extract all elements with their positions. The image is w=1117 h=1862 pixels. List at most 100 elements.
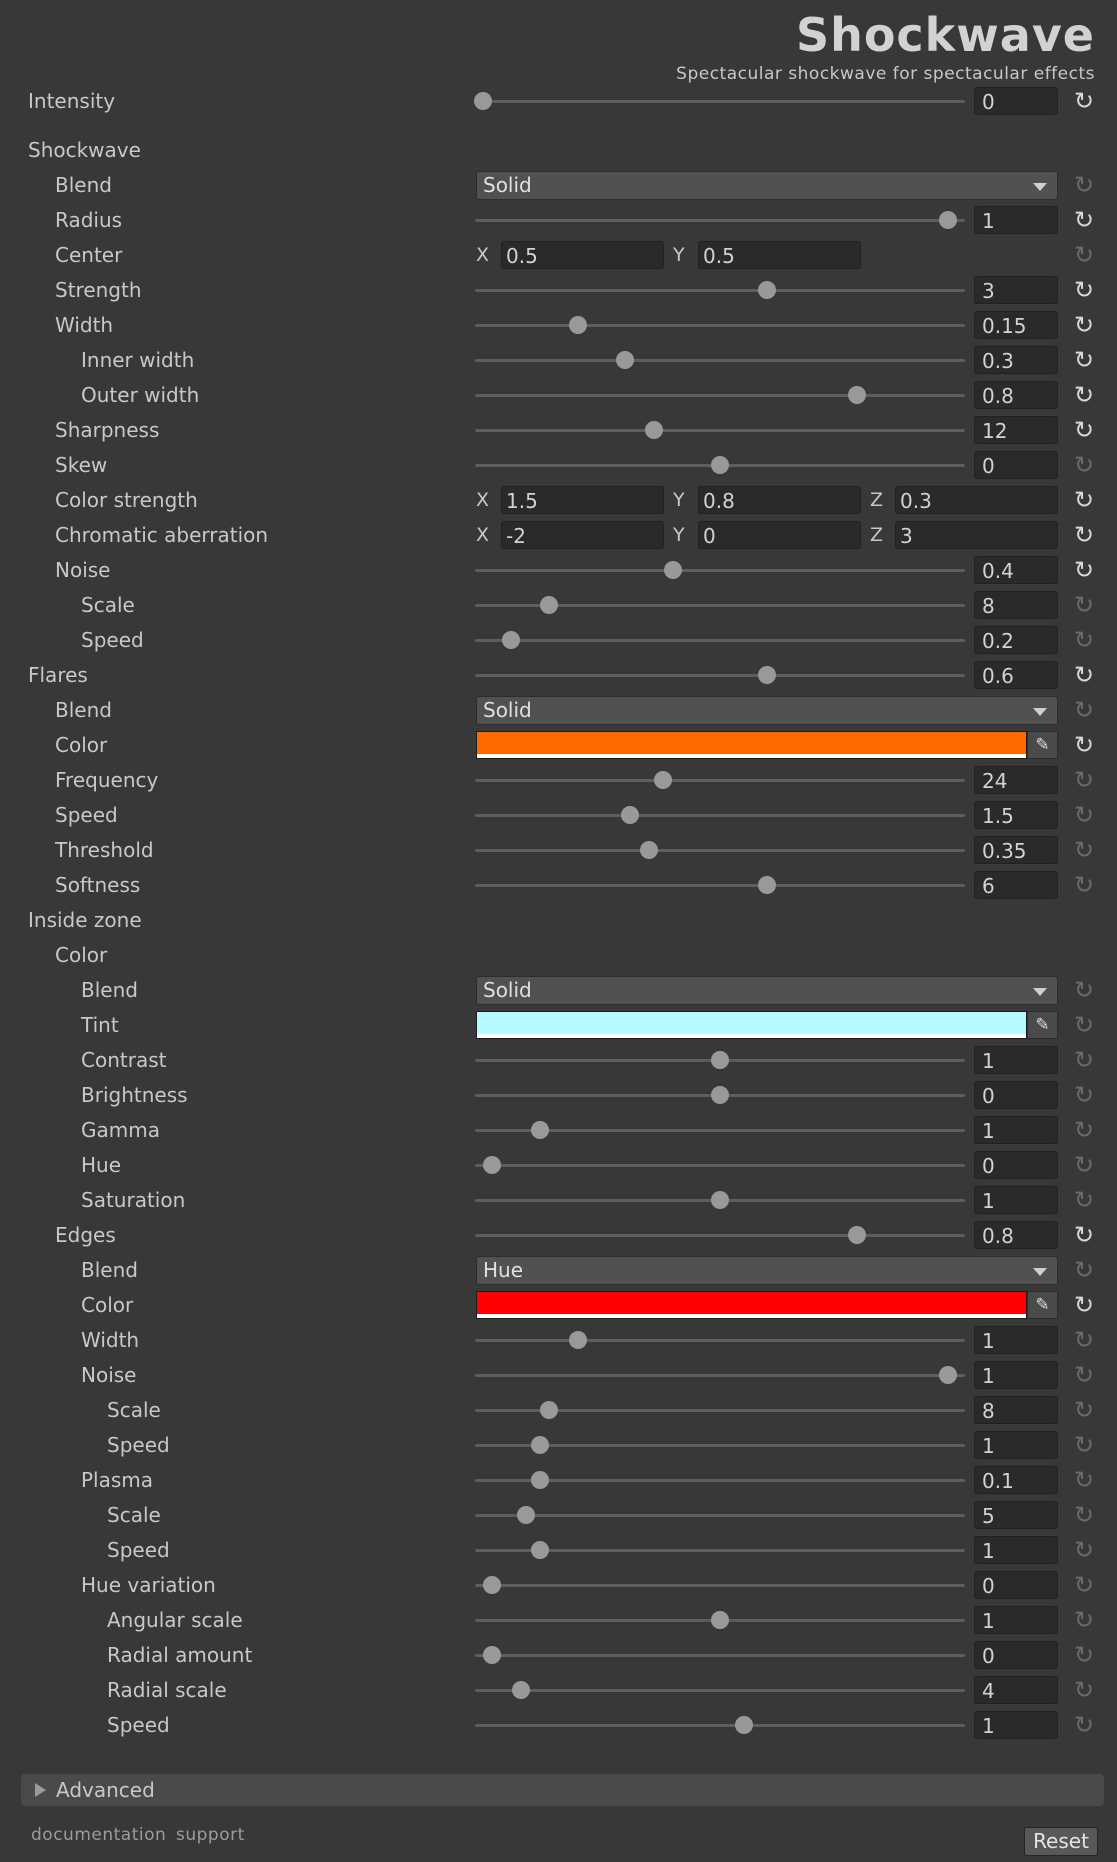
center-x-field[interactable]: 0.5 bbox=[501, 241, 664, 269]
slider-track[interactable] bbox=[475, 1444, 965, 1447]
reset-value-icon[interactable]: ↻ bbox=[1073, 1501, 1095, 1529]
slider-thumb[interactable] bbox=[644, 421, 663, 439]
slider-thumb[interactable] bbox=[540, 596, 559, 614]
slider-thumb[interactable] bbox=[516, 1506, 535, 1524]
width-slider[interactable] bbox=[475, 308, 965, 343]
speed-value-field[interactable]: 1 bbox=[974, 1711, 1058, 1739]
reset-value-icon[interactable]: ↻ bbox=[1073, 661, 1095, 689]
color-color-field[interactable] bbox=[476, 731, 1027, 759]
flares-value-field[interactable]: 0.6 bbox=[974, 661, 1058, 689]
reset-value-icon[interactable]: ↻ bbox=[1073, 836, 1095, 864]
chromatic-aberration-z-field[interactable]: 3 bbox=[895, 521, 1058, 549]
slider-thumb[interactable] bbox=[711, 1611, 729, 1629]
slider-track[interactable] bbox=[475, 1339, 965, 1342]
brightness-value-field[interactable]: 0 bbox=[974, 1081, 1058, 1109]
reset-value-icon[interactable]: ↻ bbox=[1073, 1396, 1095, 1424]
blend-dropdown[interactable]: Hue bbox=[476, 1256, 1058, 1285]
gamma-slider[interactable] bbox=[475, 1113, 965, 1148]
noise-slider[interactable] bbox=[475, 1358, 965, 1393]
slider-track[interactable] bbox=[475, 1549, 965, 1552]
reset-value-icon[interactable]: ↻ bbox=[1073, 591, 1095, 619]
color-strength-y-field[interactable]: 0.8 bbox=[698, 486, 861, 514]
radial-amount-value-field[interactable]: 0 bbox=[974, 1641, 1058, 1669]
slider-thumb[interactable] bbox=[483, 1576, 502, 1594]
reset-value-icon[interactable]: ↻ bbox=[1073, 801, 1095, 829]
speed-slider[interactable] bbox=[475, 798, 965, 833]
slider-track[interactable] bbox=[475, 324, 965, 327]
reset-value-icon[interactable]: ↻ bbox=[1073, 1431, 1095, 1459]
reset-value-icon[interactable]: ↻ bbox=[1073, 1151, 1095, 1179]
slider-thumb[interactable] bbox=[938, 1366, 957, 1384]
strength-slider[interactable] bbox=[475, 273, 965, 308]
reset-value-icon[interactable]: ↻ bbox=[1073, 696, 1095, 724]
reset-value-icon[interactable]: ↻ bbox=[1073, 1361, 1095, 1389]
reset-value-icon[interactable]: ↻ bbox=[1073, 871, 1095, 899]
slider-track[interactable] bbox=[475, 1724, 965, 1727]
inner-width-value-field[interactable]: 0.3 bbox=[974, 346, 1058, 374]
chromatic-aberration-x-field[interactable]: -2 bbox=[501, 521, 664, 549]
intensity-slider[interactable] bbox=[474, 84, 965, 119]
edges-slider[interactable] bbox=[475, 1218, 965, 1253]
noise-value-field[interactable]: 1 bbox=[974, 1361, 1058, 1389]
angular-scale-value-field[interactable]: 1 bbox=[974, 1606, 1058, 1634]
slider-track[interactable] bbox=[475, 394, 965, 397]
reset-value-icon[interactable]: ↻ bbox=[1073, 521, 1095, 549]
center-y-field[interactable]: 0.5 bbox=[698, 241, 861, 269]
slider-track[interactable] bbox=[475, 604, 965, 607]
reset-value-icon[interactable]: ↻ bbox=[1073, 976, 1095, 1004]
reset-value-icon[interactable]: ↻ bbox=[1073, 87, 1095, 115]
reset-value-icon[interactable]: ↻ bbox=[1073, 1606, 1095, 1634]
radial-scale-slider[interactable] bbox=[475, 1673, 965, 1708]
intensity-value-field[interactable]: 0 bbox=[974, 87, 1058, 115]
strength-value-field[interactable]: 3 bbox=[974, 276, 1058, 304]
reset-value-icon[interactable]: ↻ bbox=[1073, 311, 1095, 339]
width-value-field[interactable]: 0.15 bbox=[974, 311, 1058, 339]
scale-slider[interactable] bbox=[475, 1498, 965, 1533]
reset-value-icon[interactable]: ↻ bbox=[1073, 1326, 1095, 1354]
eyedropper-icon[interactable]: ✎ bbox=[1027, 731, 1058, 759]
angular-scale-slider[interactable] bbox=[475, 1603, 965, 1638]
color-color-field[interactable] bbox=[476, 1291, 1027, 1319]
reset-value-icon[interactable]: ↻ bbox=[1073, 1256, 1095, 1284]
reset-value-icon[interactable]: ↻ bbox=[1073, 276, 1095, 304]
sharpness-value-field[interactable]: 12 bbox=[974, 416, 1058, 444]
noise-slider[interactable] bbox=[475, 553, 965, 588]
reset-button[interactable]: Reset bbox=[1024, 1827, 1098, 1856]
scale-value-field[interactable]: 8 bbox=[974, 591, 1058, 619]
slider-track[interactable] bbox=[475, 1374, 965, 1377]
slider-thumb[interactable] bbox=[711, 456, 729, 474]
reset-value-icon[interactable]: ↻ bbox=[1073, 1291, 1095, 1319]
scale-slider[interactable] bbox=[475, 1393, 965, 1428]
hue-slider[interactable] bbox=[475, 1148, 965, 1183]
reset-value-icon[interactable]: ↻ bbox=[1073, 626, 1095, 654]
slider-track[interactable] bbox=[475, 674, 965, 677]
slider-thumb[interactable] bbox=[502, 631, 521, 649]
speed-slider[interactable] bbox=[475, 1428, 965, 1463]
slider-thumb[interactable] bbox=[483, 1646, 502, 1664]
slider-track[interactable] bbox=[475, 359, 965, 362]
slider-track[interactable] bbox=[475, 1234, 965, 1237]
slider-thumb[interactable] bbox=[938, 211, 957, 229]
slider-track[interactable] bbox=[475, 1689, 965, 1692]
slider-thumb[interactable] bbox=[758, 666, 777, 684]
gamma-value-field[interactable]: 1 bbox=[974, 1116, 1058, 1144]
slider-track[interactable] bbox=[475, 1654, 965, 1657]
width-value-field[interactable]: 1 bbox=[974, 1326, 1058, 1354]
slider-thumb[interactable] bbox=[711, 1191, 729, 1209]
reset-value-icon[interactable]: ↻ bbox=[1073, 1186, 1095, 1214]
speed-value-field[interactable]: 0.2 bbox=[974, 626, 1058, 654]
frequency-value-field[interactable]: 24 bbox=[974, 766, 1058, 794]
softness-value-field[interactable]: 6 bbox=[974, 871, 1058, 899]
plasma-value-field[interactable]: 0.1 bbox=[974, 1466, 1058, 1494]
skew-value-field[interactable]: 0 bbox=[974, 451, 1058, 479]
hue-variation-slider[interactable] bbox=[475, 1568, 965, 1603]
hue-variation-value-field[interactable]: 0 bbox=[974, 1571, 1058, 1599]
speed-value-field[interactable]: 1 bbox=[974, 1536, 1058, 1564]
slider-thumb[interactable] bbox=[758, 876, 777, 894]
reset-value-icon[interactable]: ↻ bbox=[1073, 171, 1095, 199]
slider-track[interactable] bbox=[475, 884, 965, 887]
radius-value-field[interactable]: 1 bbox=[974, 206, 1058, 234]
speed-slider[interactable] bbox=[475, 623, 965, 658]
slider-thumb[interactable] bbox=[474, 92, 492, 110]
slider-thumb[interactable] bbox=[540, 1401, 559, 1419]
